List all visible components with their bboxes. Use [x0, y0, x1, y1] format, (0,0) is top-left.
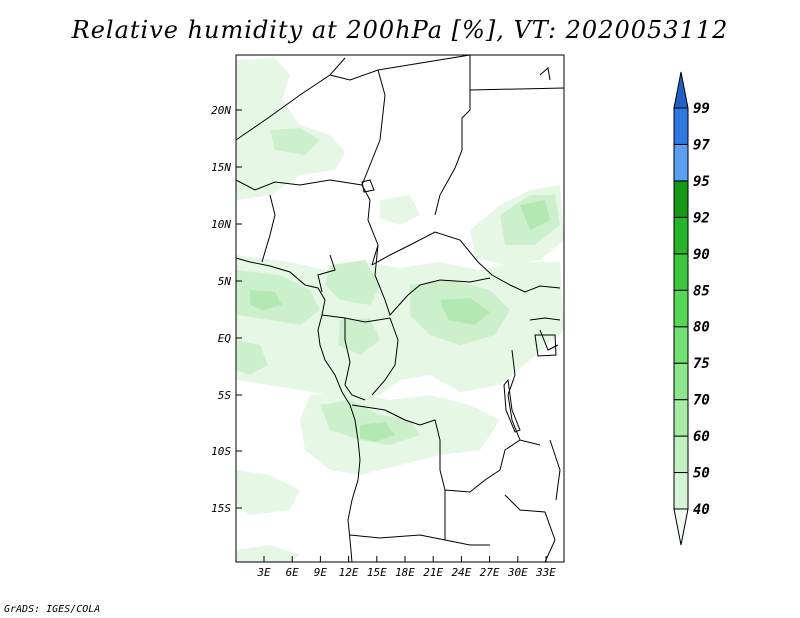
colorbar-box	[673, 107, 689, 145]
colorbar-box	[673, 435, 689, 474]
lon-label: 12E	[339, 566, 359, 579]
border-east-2	[549, 439, 561, 501]
lake-chad	[361, 179, 375, 193]
border-east-1	[469, 87, 565, 91]
humidity-field	[236, 58, 564, 562]
border-zambia	[444, 490, 556, 563]
humidity-50-region	[236, 128, 560, 445]
border-east-lakes	[507, 317, 561, 441]
lake-victoria	[534, 334, 557, 357]
colorbar-box	[673, 143, 689, 182]
colorbar-label: 40	[693, 502, 710, 518]
colorbar-box	[673, 399, 689, 437]
lat-label: 5S	[218, 389, 232, 402]
colorbar-box	[673, 326, 689, 364]
colorbar-box	[673, 472, 689, 510]
colorbar-box	[673, 180, 689, 218]
colorbar-box	[673, 216, 689, 255]
lat-label: 10S	[211, 445, 231, 458]
coastline-west-africa	[235, 257, 361, 563]
lat-label: 20N	[211, 104, 231, 117]
border-gabon	[321, 314, 391, 323]
grads-credit: GrADS: IGES/COLA	[4, 604, 101, 615]
colorbar-label: 90	[693, 247, 710, 263]
lon-label: 30E	[507, 566, 528, 579]
colorbar-box	[673, 289, 689, 328]
lake-tanganyika	[503, 378, 521, 433]
lat-label: EQ	[218, 332, 232, 345]
map-boundaries	[235, 54, 565, 563]
lon-label: 33E	[535, 566, 556, 579]
lon-label: 3E	[256, 566, 271, 579]
latitude-axis: 20N 15N 10N 5N EQ 5S 10S 15S	[211, 104, 242, 515]
colorbar-label: 50	[693, 466, 710, 482]
lat-label: 5N	[218, 275, 232, 288]
lon-label: 24E	[451, 566, 471, 579]
lon-label: 9E	[314, 566, 328, 579]
lon-label: 15E	[367, 566, 387, 579]
border-drc-e	[371, 317, 399, 396]
border-north-3	[377, 54, 471, 216]
colorbar-label: 85	[693, 283, 710, 299]
chart-title: Relative humidity at 200hPa [%], VT: 202…	[71, 16, 729, 44]
lat-label: 15N	[211, 161, 231, 174]
colorbar-box	[673, 362, 689, 401]
colorbar-lower-arrow	[673, 508, 689, 546]
border-drc-angola	[351, 404, 541, 493]
lon-label: 6E	[286, 566, 300, 579]
border-north-1	[235, 57, 346, 141]
border-cameroon	[317, 254, 336, 293]
colorbar-label: 80	[693, 320, 710, 336]
border-congo-s	[344, 318, 366, 401]
border-angola-s	[349, 534, 490, 546]
colorbar-box	[673, 253, 689, 291]
colorbar-label: 92	[693, 210, 710, 226]
colorbar-label: 75	[693, 356, 710, 372]
colorbar-label: 60	[693, 429, 710, 445]
lat-label: 10N	[211, 218, 231, 231]
map-frame	[235, 54, 565, 563]
lon-label: 27E	[480, 566, 500, 579]
colorbar-label: 95	[693, 174, 710, 190]
colorbar-label: 70	[693, 393, 710, 409]
colorbar-upper-arrow	[673, 71, 689, 109]
lon-label: 18E	[395, 566, 415, 579]
border-nigeria	[261, 194, 276, 263]
humidity-60-region	[250, 200, 550, 442]
colorbar: 40 50 60 70 75 80 85 90 92 95 97 99	[673, 71, 710, 546]
border-car	[371, 231, 561, 293]
border-sahel	[235, 179, 363, 191]
border-north-2	[329, 69, 386, 266]
border-congo-n	[374, 244, 491, 316]
lat-label: 15S	[211, 502, 231, 515]
red-sea-coast	[539, 67, 551, 81]
colorbar-label: 97	[693, 137, 710, 153]
longitude-axis: 3E 6E 9E 12E 15E 18E 21E 24E 27E 30E 33E	[256, 556, 556, 579]
colorbar-label: 99	[693, 101, 710, 117]
lon-label: 21E	[423, 566, 443, 579]
